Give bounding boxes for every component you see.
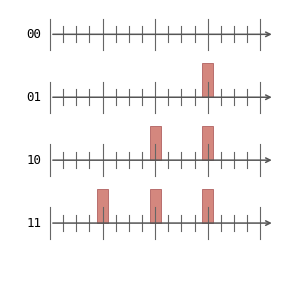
Bar bbox=[150, 126, 161, 160]
Bar bbox=[202, 126, 213, 160]
Bar bbox=[202, 189, 213, 223]
Bar bbox=[150, 189, 161, 223]
Text: 01: 01 bbox=[27, 91, 41, 104]
Text: 11: 11 bbox=[27, 217, 41, 230]
Text: 00: 00 bbox=[27, 28, 41, 41]
Text: 10: 10 bbox=[27, 154, 41, 167]
Bar bbox=[97, 189, 108, 223]
Bar bbox=[202, 63, 213, 97]
